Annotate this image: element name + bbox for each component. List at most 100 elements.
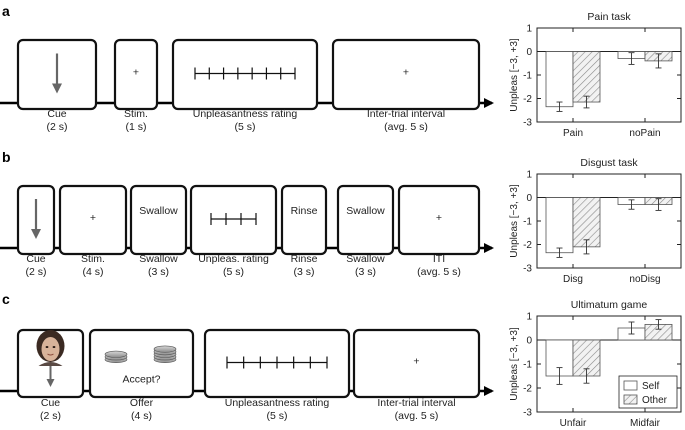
y-tick-label: 1 <box>526 24 532 35</box>
y-tick-label: 1 <box>526 170 532 181</box>
screen-label: Unpleasantness rating <box>193 108 298 120</box>
y-axis-label: Unpleas [−3, +3] <box>509 184 520 258</box>
y-tick-label: -1 <box>523 71 532 82</box>
screen-label: ITI <box>433 253 445 265</box>
screen-box <box>58 184 128 256</box>
face-shoulders <box>38 362 63 366</box>
screen-duration: (2 s) <box>26 266 47 278</box>
screen-box <box>171 38 319 111</box>
screen-duration: (3 s) <box>148 266 169 278</box>
screen-label: Unpleasantness rating <box>225 397 330 409</box>
fixation-cross: + <box>133 67 139 79</box>
x-tick-label: Unfair <box>560 418 587 429</box>
screen-label: Inter-trial interval <box>367 108 445 120</box>
panel-letter: b <box>2 149 11 165</box>
screen-label: Cue <box>47 108 66 120</box>
screen-label: Cue <box>26 253 45 265</box>
screen-box <box>352 328 481 399</box>
offer-question: Accept? <box>123 374 161 386</box>
chart-legend: Self Other <box>618 375 678 409</box>
y-tick-label: -1 <box>523 360 532 371</box>
screen-box <box>113 38 159 111</box>
screen-box <box>189 184 278 256</box>
coin-icon <box>104 350 128 358</box>
x-tick-label: noPain <box>629 128 660 139</box>
cue-arrow-head <box>46 379 55 387</box>
screen-label: Stim. <box>81 253 105 265</box>
screen-inter-trial-interval: + Inter-trial interval(avg. 5 s) <box>331 38 481 133</box>
screen-box <box>331 38 481 111</box>
screen-word: Swallow <box>346 205 385 217</box>
y-tick-label: 0 <box>526 193 532 204</box>
screen-stim: + Stim.(4 s) <box>58 184 128 278</box>
y-axis-label: Unpleas [−3, +3] <box>509 38 520 112</box>
chart-2: Ultimatum game -3 -2 -1 0 1 Unpleas [−3, +3] Un… <box>509 299 682 429</box>
timeline-panel-a: a Cue(2 s) + Stim.(1 s) Unpleasantness ratin… <box>0 3 494 133</box>
legend-label-other: Other <box>642 395 668 406</box>
screen-duration: (1 s) <box>126 121 147 133</box>
panel-letter: c <box>2 291 10 307</box>
y-axis-label: Unpleas [−3, +3] <box>509 327 520 401</box>
bar-other-disg <box>572 197 601 248</box>
screen-label: Cue <box>41 397 60 409</box>
bar-self-disg <box>545 197 574 254</box>
screen-word: Swallow <box>139 205 178 217</box>
screen-box <box>336 184 395 256</box>
face-mouth <box>47 353 54 356</box>
fixation-cross: + <box>436 212 442 224</box>
cue-arrow-head <box>31 229 41 239</box>
screen-duration: (5 s) <box>235 121 256 133</box>
screen-offer: Accept? Offer(4 s) <box>88 328 195 422</box>
chart-title: Disgust task <box>580 157 638 169</box>
screen-cue: Cue(2 s) <box>16 328 85 422</box>
fixation-cross: + <box>403 67 409 79</box>
screen-duration: (4 s) <box>83 266 104 278</box>
x-tick-label: Pain <box>563 128 583 139</box>
bar-self-pain <box>545 51 574 108</box>
screen-duration: (2 s) <box>47 121 68 133</box>
screen-label: Offer <box>130 397 154 409</box>
screen-label: Unpleas. rating <box>198 253 269 265</box>
screen-box <box>129 184 188 256</box>
x-tick-label: Disg <box>563 274 583 285</box>
cue-arrow-head <box>52 83 62 94</box>
screen-label: Rinse <box>291 253 318 265</box>
screen-unpleas-rating: Unpleas. rating(5 s) <box>189 184 278 278</box>
screen-duration: (3 s) <box>294 266 315 278</box>
face-skin <box>41 337 60 361</box>
screen-inter-trial-interval: + Inter-trial interval(avg. 5 s) <box>352 328 481 422</box>
y-tick-label: 1 <box>526 312 532 323</box>
screen-unpleasantness-rating: Unpleasantness rating(5 s) <box>171 38 319 133</box>
face-eye <box>52 346 56 348</box>
fixation-cross: + <box>413 356 419 368</box>
screen-duration: (avg. 5 s) <box>417 266 461 278</box>
y-tick-label: -3 <box>523 118 532 129</box>
screen-duration: (avg. 5 s) <box>384 121 428 133</box>
bar-charts: Pain task -3 -2 -1 0 1 Unpleas [−3, +3] Pain noP… <box>509 11 682 429</box>
screen-duration: (4 s) <box>131 410 152 422</box>
x-tick-label: noDisg <box>629 274 660 285</box>
screen-box <box>280 184 328 256</box>
y-tick-label: -2 <box>523 94 532 105</box>
chart-1: Disgust task -3 -2 -1 0 1 Unpleas [−3, +3] Disg… <box>509 157 682 285</box>
y-tick-label: -2 <box>523 240 532 251</box>
screen-duration: (avg. 5 s) <box>395 410 439 422</box>
screen-stim: + Stim.(1 s) <box>113 38 159 133</box>
y-tick-label: 0 <box>526 336 532 347</box>
screen-iti: + ITI(avg. 5 s) <box>397 184 481 278</box>
legend-swatch-self <box>623 380 638 391</box>
screen-duration: (5 s) <box>223 266 244 278</box>
face-eye <box>45 346 49 348</box>
screen-label: Swallow <box>346 253 385 265</box>
screen-word: Rinse <box>291 205 318 217</box>
chart-0: Pain task -3 -2 -1 0 1 Unpleas [−3, +3] Pain noP… <box>509 11 682 139</box>
screen-cue: Cue(2 s) <box>16 184 56 278</box>
screen-box <box>397 184 481 256</box>
y-tick-label: -3 <box>523 264 532 275</box>
screen-box <box>88 328 195 399</box>
screen-duration: (5 s) <box>267 410 288 422</box>
